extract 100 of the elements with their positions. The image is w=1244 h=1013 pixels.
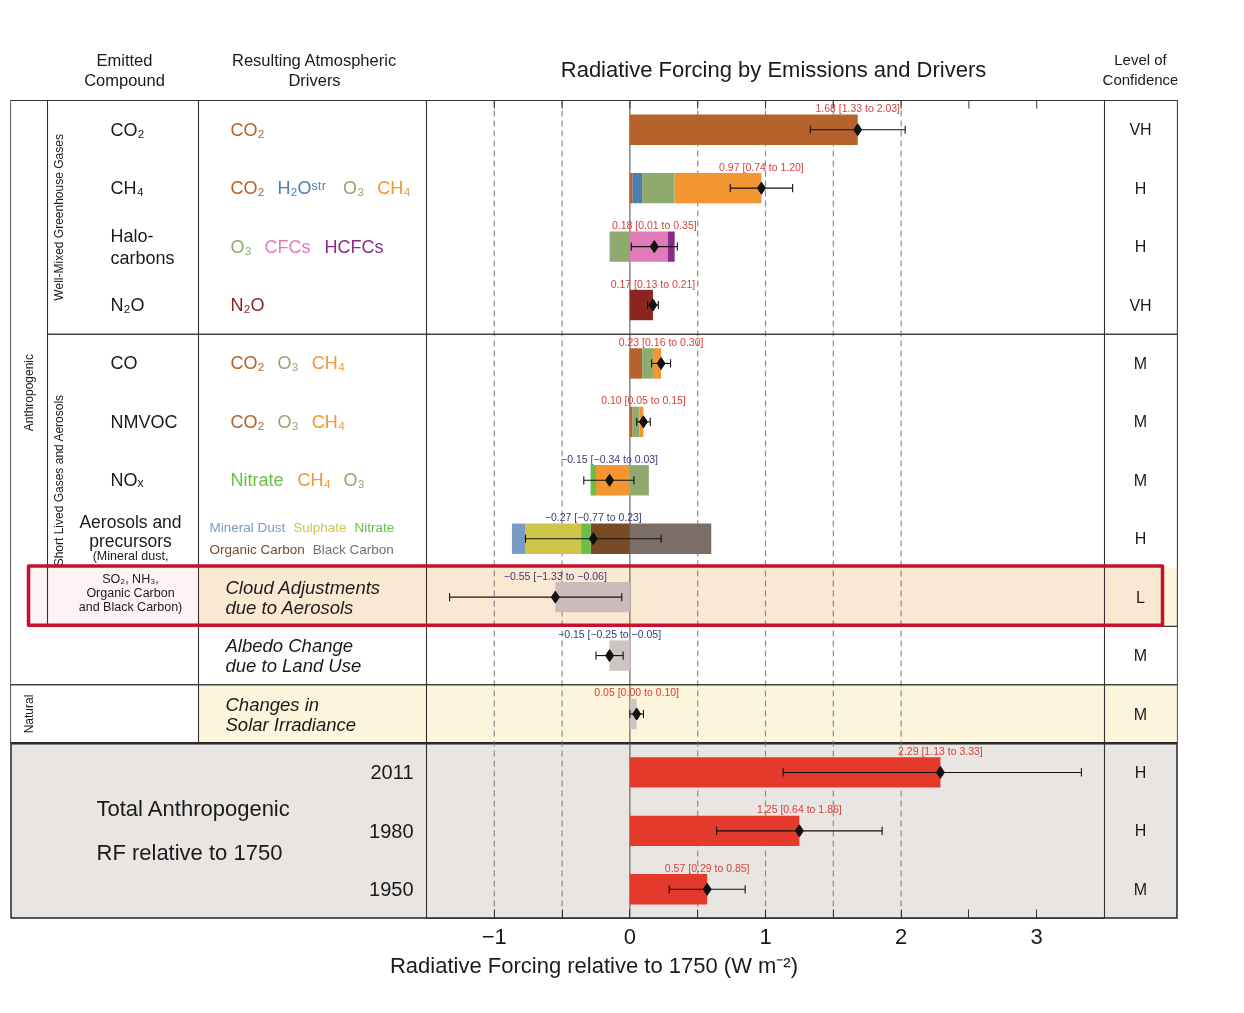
point (935, 765, 945, 779)
y2-tick-label: L (1136, 588, 1146, 606)
chart-title: Radiative Forcing by Emissions and Drivers (560, 57, 987, 83)
bar (629, 523, 712, 554)
y-tick-label: Cloud Adjustments due to Aerosols (225, 576, 381, 618)
point (756, 181, 766, 195)
text: Emitted Compound (84, 50, 165, 89)
data-label: 0.18 [0.01 to 0.35] (611, 219, 697, 232)
data-label: −0.15 [−0.25 to −0.05] (558, 628, 662, 641)
bar (629, 231, 668, 262)
bar (642, 348, 653, 379)
bar (629, 757, 941, 788)
y2-tick-label: M (1133, 413, 1148, 431)
bar (629, 114, 858, 145)
bar (511, 523, 526, 554)
text: Sulphate (293, 520, 347, 536)
y2-tick-label: H (1134, 238, 1147, 256)
text: CH₄ (311, 411, 346, 432)
bar (581, 523, 591, 554)
text: CO₂ (230, 353, 265, 374)
text: Well-Mixed Greenhouse Gases (51, 134, 66, 301)
text: CH₄ (110, 178, 144, 199)
point (550, 590, 560, 604)
text: NOₓ (110, 470, 144, 491)
bar (525, 523, 582, 554)
y2-tick-label: VH (1129, 296, 1152, 314)
text: Organic Carbon (209, 542, 305, 558)
legend-title: Resulting Atmospheric Drivers (231, 50, 397, 89)
data-label: 0.97 [0.74 to 1.20] (719, 160, 804, 173)
bar (674, 172, 762, 204)
text: Aerosols and precursors (Mineral dust, SO₂, NH₃, Organic Carbon and Black Carbon) (78, 511, 183, 615)
data-label: 1.25 [0.64 to 1.86] (757, 803, 842, 816)
y2-tick-label: H (1134, 179, 1147, 197)
y2-tick-label: M (1133, 647, 1148, 665)
bar (629, 465, 649, 496)
bar (642, 172, 675, 204)
text: CFCs (264, 236, 311, 257)
bar (555, 581, 630, 613)
text: CO₂ (230, 178, 265, 199)
x-tick-label: 2 (894, 923, 908, 949)
y-tick-label: Changes in Solar Irradiance (225, 693, 357, 735)
data-label: 1.68 [1.33 to 2.03] (815, 102, 901, 115)
text: HCFCs (324, 236, 384, 257)
y2-axis-title: Level of Confidence (1102, 51, 1179, 89)
point (656, 356, 666, 370)
bar (609, 231, 630, 262)
text: Natural (22, 694, 36, 734)
bar (590, 523, 630, 554)
text: Anthropogenic (22, 353, 36, 432)
text: CO₂ (110, 119, 145, 140)
point (605, 649, 615, 663)
bar (632, 172, 643, 204)
data-label: 2.29 [1.13 to 3.33] (898, 744, 983, 757)
data-label: −0.55 [−1.33 to −0.06] (503, 569, 607, 582)
text: N₂O (230, 295, 265, 316)
bar (596, 465, 630, 496)
text: Black Carbon (312, 542, 394, 558)
x-tick-label: −1 (481, 923, 507, 949)
x-axis-title: Radiative Forcing relative to 1750 (W m⁻²) (389, 952, 799, 978)
text: Mineral Dust (209, 520, 286, 536)
data-label: −0.15 [−0.34 to 0.03] (561, 452, 659, 465)
y-tick-label: 1980 (369, 819, 414, 842)
y2-tick-label: H (1134, 530, 1147, 548)
y2-tick-label: M (1133, 705, 1148, 723)
x-tick-label: 1 (759, 923, 772, 949)
data-label: −0.27 [−0.77 to 0.23] (544, 511, 642, 524)
point (853, 123, 863, 137)
point (702, 882, 712, 896)
y2-tick-label: M (1133, 471, 1148, 489)
y2-tick-label: VH (1129, 121, 1152, 139)
bar (629, 172, 633, 204)
bar (609, 640, 630, 671)
y2-tick-label: M (1133, 880, 1148, 898)
y2-tick-label: H (1134, 822, 1147, 840)
y-tick-label: 2011 (370, 761, 414, 784)
text: O₃ (277, 411, 299, 432)
text: CO₂ (230, 119, 265, 140)
text: NMVOC (110, 411, 178, 432)
text: H₂Oˢᵗʳ (277, 178, 326, 199)
text: CO (110, 353, 138, 374)
data-label: 0.17 [0.13 to 0.21] (610, 277, 696, 290)
x-tick-label: 0 (623, 923, 637, 949)
point (794, 824, 804, 838)
text: N₂O (110, 295, 145, 316)
bar (667, 231, 675, 262)
text: Short Lived Gases and Aerosols (51, 394, 66, 567)
y2-tick-label: M (1133, 354, 1148, 372)
data-label: 0.23 [0.16 to 0.30] (618, 335, 704, 348)
bar (629, 406, 633, 438)
y2-tick-label: H (1134, 763, 1147, 781)
y-tick-label: Albedo Change due to Land Use (224, 635, 362, 677)
bar (629, 348, 643, 379)
bar (629, 289, 653, 321)
text: Nitrate (354, 520, 395, 536)
x-tick-label: 3 (1030, 923, 1043, 949)
data-label: 0.10 [0.05 to 0.15] (601, 394, 686, 407)
data-label: 0.57 [0.29 to 0.85] (664, 861, 750, 874)
text: CO₂ (230, 411, 265, 432)
point (588, 532, 598, 546)
text: Halo-carbons (110, 225, 175, 268)
